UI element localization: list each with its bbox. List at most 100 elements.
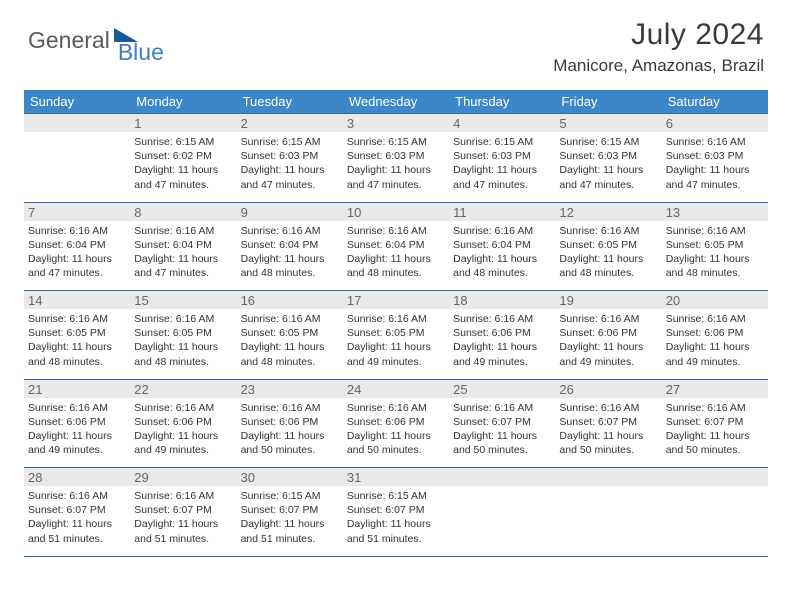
sun-info: Sunrise: 6:16 AMSunset: 6:03 PMDaylight:… bbox=[666, 135, 764, 192]
day-cell: Sunrise: 6:16 AMSunset: 6:07 PMDaylight:… bbox=[662, 398, 768, 468]
day-number: 5 bbox=[559, 114, 657, 132]
title-block: July 2024 Manicore, Amazonas, Brazil bbox=[553, 18, 764, 76]
sun-info: Sunrise: 6:16 AMSunset: 6:07 PMDaylight:… bbox=[559, 401, 657, 458]
day-number-cell: 26 bbox=[555, 379, 661, 398]
day-cell: Sunrise: 6:15 AMSunset: 6:03 PMDaylight:… bbox=[555, 132, 661, 202]
day-number-cell: 21 bbox=[24, 379, 130, 398]
day-cell: Sunrise: 6:15 AMSunset: 6:07 PMDaylight:… bbox=[343, 486, 449, 556]
day-cell: Sunrise: 6:16 AMSunset: 6:06 PMDaylight:… bbox=[555, 309, 661, 379]
day-number-cell bbox=[449, 468, 555, 487]
weekday-header: Friday bbox=[555, 90, 661, 114]
day-number-cell: 31 bbox=[343, 468, 449, 487]
day-cell: Sunrise: 6:16 AMSunset: 6:06 PMDaylight:… bbox=[449, 309, 555, 379]
sun-info: Sunrise: 6:16 AMSunset: 6:07 PMDaylight:… bbox=[28, 489, 126, 546]
day-number: 22 bbox=[134, 380, 232, 398]
weekday-header: Tuesday bbox=[237, 90, 343, 114]
day-number-cell: 8 bbox=[130, 202, 236, 221]
day-number: 10 bbox=[347, 203, 445, 221]
day-number-cell bbox=[555, 468, 661, 487]
day-number: 2 bbox=[241, 114, 339, 132]
day-info-row: Sunrise: 6:15 AMSunset: 6:02 PMDaylight:… bbox=[24, 132, 768, 202]
day-number: 15 bbox=[134, 291, 232, 309]
day-info-row: Sunrise: 6:16 AMSunset: 6:05 PMDaylight:… bbox=[24, 309, 768, 379]
day-number-cell: 30 bbox=[237, 468, 343, 487]
day-number-cell bbox=[662, 468, 768, 487]
weekday-header: Thursday bbox=[449, 90, 555, 114]
day-number-row: 123456 bbox=[24, 114, 768, 133]
day-cell: Sunrise: 6:16 AMSunset: 6:05 PMDaylight:… bbox=[555, 221, 661, 291]
day-cell: Sunrise: 6:16 AMSunset: 6:05 PMDaylight:… bbox=[237, 309, 343, 379]
day-number-cell: 13 bbox=[662, 202, 768, 221]
day-cell: Sunrise: 6:16 AMSunset: 6:06 PMDaylight:… bbox=[343, 398, 449, 468]
location-text: Manicore, Amazonas, Brazil bbox=[553, 56, 764, 76]
day-number-cell: 16 bbox=[237, 291, 343, 310]
weekday-header-row: SundayMondayTuesdayWednesdayThursdayFrid… bbox=[24, 90, 768, 114]
sun-info: Sunrise: 6:16 AMSunset: 6:06 PMDaylight:… bbox=[28, 401, 126, 458]
sun-info: Sunrise: 6:16 AMSunset: 6:04 PMDaylight:… bbox=[134, 224, 232, 281]
sun-info: Sunrise: 6:15 AMSunset: 6:03 PMDaylight:… bbox=[347, 135, 445, 192]
day-cell: Sunrise: 6:15 AMSunset: 6:03 PMDaylight:… bbox=[449, 132, 555, 202]
sun-info: Sunrise: 6:16 AMSunset: 6:04 PMDaylight:… bbox=[347, 224, 445, 281]
sun-info: Sunrise: 6:16 AMSunset: 6:05 PMDaylight:… bbox=[134, 312, 232, 369]
day-number: 11 bbox=[453, 203, 551, 221]
sun-info: Sunrise: 6:16 AMSunset: 6:06 PMDaylight:… bbox=[241, 401, 339, 458]
day-cell bbox=[449, 486, 555, 556]
day-number-cell: 24 bbox=[343, 379, 449, 398]
day-number-cell: 15 bbox=[130, 291, 236, 310]
day-number-cell: 17 bbox=[343, 291, 449, 310]
sun-info: Sunrise: 6:15 AMSunset: 6:07 PMDaylight:… bbox=[347, 489, 445, 546]
day-number-cell: 6 bbox=[662, 114, 768, 133]
calendar-body: 123456Sunrise: 6:15 AMSunset: 6:02 PMDay… bbox=[24, 114, 768, 557]
day-number-cell: 1 bbox=[130, 114, 236, 133]
day-info-row: Sunrise: 6:16 AMSunset: 6:06 PMDaylight:… bbox=[24, 398, 768, 468]
day-cell: Sunrise: 6:16 AMSunset: 6:07 PMDaylight:… bbox=[24, 486, 130, 556]
day-cell: Sunrise: 6:16 AMSunset: 6:05 PMDaylight:… bbox=[343, 309, 449, 379]
sun-info: Sunrise: 6:16 AMSunset: 6:04 PMDaylight:… bbox=[241, 224, 339, 281]
day-number: 3 bbox=[347, 114, 445, 132]
day-number: 20 bbox=[666, 291, 764, 309]
day-number-cell: 5 bbox=[555, 114, 661, 133]
sun-info: Sunrise: 6:16 AMSunset: 6:07 PMDaylight:… bbox=[453, 401, 551, 458]
day-number: 26 bbox=[559, 380, 657, 398]
day-cell: Sunrise: 6:16 AMSunset: 6:06 PMDaylight:… bbox=[237, 398, 343, 468]
day-number: 29 bbox=[134, 468, 232, 486]
day-number: 28 bbox=[28, 468, 126, 486]
day-number: 9 bbox=[241, 203, 339, 221]
day-cell: Sunrise: 6:16 AMSunset: 6:07 PMDaylight:… bbox=[130, 486, 236, 556]
sun-info: Sunrise: 6:16 AMSunset: 6:05 PMDaylight:… bbox=[28, 312, 126, 369]
day-number-cell: 4 bbox=[449, 114, 555, 133]
sun-info: Sunrise: 6:16 AMSunset: 6:06 PMDaylight:… bbox=[347, 401, 445, 458]
day-cell bbox=[555, 486, 661, 556]
day-cell: Sunrise: 6:16 AMSunset: 6:07 PMDaylight:… bbox=[555, 398, 661, 468]
day-number-cell: 2 bbox=[237, 114, 343, 133]
day-number-cell: 14 bbox=[24, 291, 130, 310]
day-number-row: 28 29 3031 bbox=[24, 468, 768, 487]
weekday-header: Monday bbox=[130, 90, 236, 114]
day-cell: Sunrise: 6:15 AMSunset: 6:02 PMDaylight:… bbox=[130, 132, 236, 202]
sun-info: Sunrise: 6:16 AMSunset: 6:06 PMDaylight:… bbox=[453, 312, 551, 369]
day-cell: Sunrise: 6:16 AMSunset: 6:04 PMDaylight:… bbox=[449, 221, 555, 291]
sun-info: Sunrise: 6:16 AMSunset: 6:05 PMDaylight:… bbox=[241, 312, 339, 369]
day-number-row: 21222324252627 bbox=[24, 379, 768, 398]
day-number: 14 bbox=[28, 291, 126, 309]
day-cell: Sunrise: 6:16 AMSunset: 6:05 PMDaylight:… bbox=[24, 309, 130, 379]
day-cell: Sunrise: 6:16 AMSunset: 6:03 PMDaylight:… bbox=[662, 132, 768, 202]
sun-info: Sunrise: 6:16 AMSunset: 6:05 PMDaylight:… bbox=[347, 312, 445, 369]
day-number: 1 bbox=[134, 114, 232, 132]
sun-info: Sunrise: 6:15 AMSunset: 6:03 PMDaylight:… bbox=[453, 135, 551, 192]
day-number-cell: 28 bbox=[24, 468, 130, 487]
day-number: 30 bbox=[241, 468, 339, 486]
day-cell: Sunrise: 6:15 AMSunset: 6:03 PMDaylight:… bbox=[237, 132, 343, 202]
day-cell: Sunrise: 6:16 AMSunset: 6:06 PMDaylight:… bbox=[24, 398, 130, 468]
sun-info: Sunrise: 6:16 AMSunset: 6:05 PMDaylight:… bbox=[666, 224, 764, 281]
weekday-header: Sunday bbox=[24, 90, 130, 114]
day-number-cell: 22 bbox=[130, 379, 236, 398]
day-number: 18 bbox=[453, 291, 551, 309]
day-number: 13 bbox=[666, 203, 764, 221]
day-cell: Sunrise: 6:16 AMSunset: 6:04 PMDaylight:… bbox=[237, 221, 343, 291]
day-number-cell: 27 bbox=[662, 379, 768, 398]
day-cell bbox=[662, 486, 768, 556]
day-number-cell: 12 bbox=[555, 202, 661, 221]
logo-text-general: General bbox=[28, 27, 110, 54]
day-cell: Sunrise: 6:16 AMSunset: 6:07 PMDaylight:… bbox=[449, 398, 555, 468]
